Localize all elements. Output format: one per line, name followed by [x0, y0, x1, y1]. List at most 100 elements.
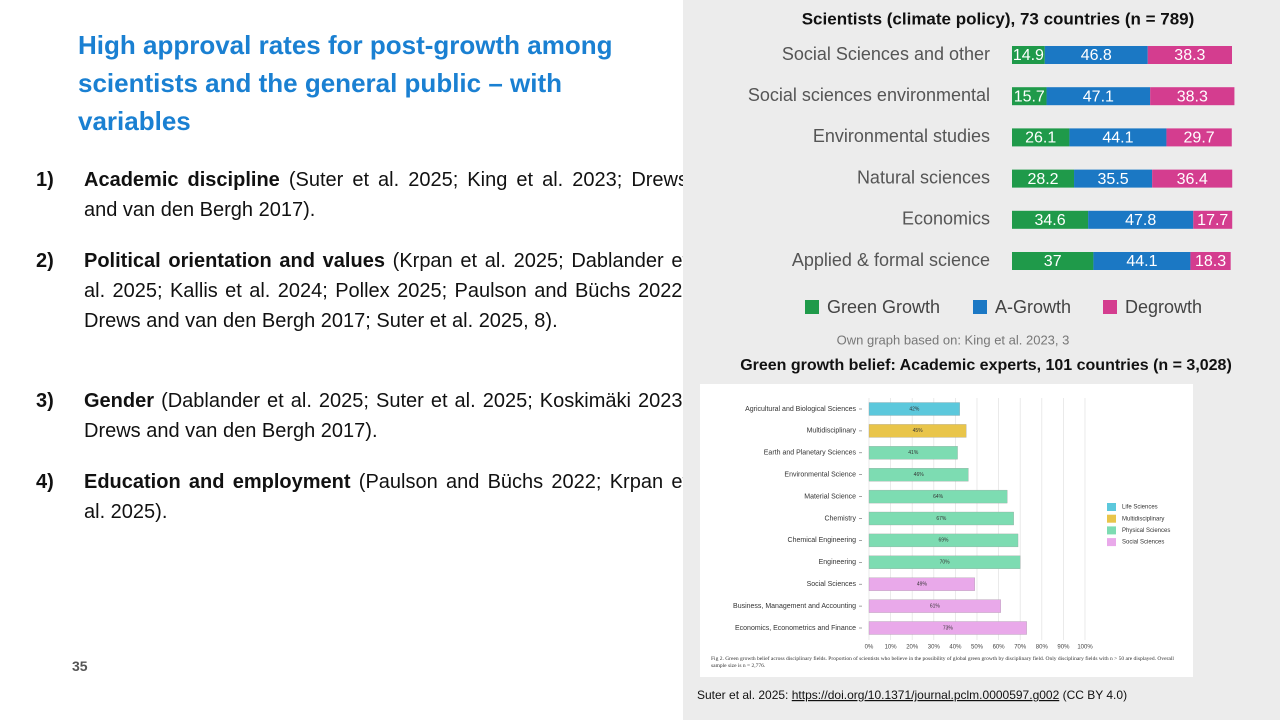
bar-segment [1088, 210, 1194, 229]
bar [868, 511, 1014, 526]
data-label: 69% [939, 538, 950, 544]
bar-segment [1093, 252, 1191, 270]
bar-segment [1044, 46, 1148, 64]
bar [868, 533, 1019, 548]
x-tick-label: 80% [1036, 645, 1049, 651]
bar-segment [1012, 210, 1089, 229]
x-tick-label: 20% [906, 645, 919, 651]
data-label: 41% [908, 450, 919, 456]
bar-segment [1046, 87, 1151, 106]
data-label: 67% [936, 516, 947, 522]
page-number: 35 [72, 658, 88, 674]
x-tick-label: 40% [949, 645, 962, 651]
bar-segment [1147, 46, 1232, 64]
y-tick-label: Business, Management and Accounting [733, 603, 856, 610]
item-references: (Suter et al. 2025; King et al. 2023; Dr… [84, 169, 689, 221]
bar-segment [1012, 169, 1075, 188]
bar [868, 599, 1001, 613]
data-label: 15.7 [1014, 88, 1045, 105]
x-tick-label: 70% [1014, 645, 1027, 651]
x-tick-label: 100% [1077, 645, 1093, 651]
bar-segment [1012, 87, 1047, 106]
y-tick-label: Chemical Engineering [788, 537, 857, 544]
right-panel: Scientists (climate policy), 73 countrie… [683, 0, 1280, 720]
bar-segment [1152, 169, 1233, 188]
y-tick-label: Social Sciences and other [782, 44, 990, 64]
x-tick-label: 50% [971, 645, 984, 651]
data-label: 35.5 [1098, 171, 1129, 188]
source-suffix: (CC BY 4.0) [1059, 688, 1127, 702]
y-tick-label: Agricultural and Biological Sciences [745, 406, 856, 413]
chart-title: Scientists (climate policy), 73 countrie… [802, 9, 1195, 28]
data-label: 49% [917, 582, 928, 588]
data-label: 36.4 [1177, 171, 1208, 188]
figure-caption: Fig 2. Green growth belief across discip… [711, 656, 1174, 669]
list-item: 4) Education and employment (Paulson and … [36, 467, 688, 527]
legend-label: Degrowth [1125, 297, 1202, 317]
figure-source: Suter et al. 2025: https://doi.org/10.13… [697, 688, 1127, 702]
data-label: 46.8 [1081, 47, 1112, 64]
bar-segment [1012, 46, 1045, 64]
data-label: 45% [913, 428, 924, 434]
legend-label: A-Growth [995, 297, 1071, 317]
data-label: 46% [914, 472, 925, 478]
data-label: 14.9 [1013, 47, 1044, 64]
data-label: 44.1 [1102, 130, 1133, 147]
legend-swatch [1107, 538, 1116, 547]
legend-label: Social Sciences [1122, 540, 1164, 546]
data-label: 34.6 [1034, 212, 1065, 229]
legend-label: Multidisciplinary [1122, 516, 1164, 522]
bar [868, 424, 967, 438]
y-tick-label: Environmental Science [784, 472, 856, 479]
y-tick-label: Multidisciplinary [807, 428, 857, 435]
bar [868, 577, 975, 591]
bar [868, 468, 969, 482]
legend-label: Physical Sciences [1122, 528, 1170, 534]
item-references: (Dablander et al. 2025; Suter et al. 202… [84, 390, 688, 442]
source-link[interactable]: https://doi.org/10.1371/journal.pclm.000… [792, 688, 1060, 702]
item-number: 4) [36, 471, 54, 493]
item-number: 1) [36, 169, 54, 191]
list-item: 1) Academic discipline (Suter et al. 2025… [36, 165, 688, 225]
y-tick-label: Economics [902, 209, 990, 229]
caption-text: Fig 2. Green growth belief across discip… [711, 656, 1174, 669]
data-label: 18.3 [1195, 253, 1226, 270]
data-label: 37 [1044, 253, 1062, 270]
bar [868, 489, 1008, 504]
y-tick-label: Earth and Planetary Sciences [764, 450, 857, 457]
data-label: 38.3 [1174, 47, 1205, 64]
legend-swatch [973, 300, 987, 314]
data-label: 17.7 [1197, 212, 1228, 229]
item-body: Political orientation and values (Krpan … [84, 246, 688, 336]
item-body: Gender (Dablander et al. 2025; Suter et … [84, 386, 688, 446]
legend-label: Life Sciences [1122, 505, 1158, 511]
bar-segment [1069, 128, 1167, 147]
bar [868, 621, 1027, 635]
legend-swatch [805, 300, 819, 314]
list-item: 3) Gender (Dablander et al. 2025; Suter e… [36, 386, 688, 446]
bar [868, 402, 960, 416]
data-label: 44.1 [1126, 253, 1157, 270]
bar [868, 555, 1021, 569]
y-tick-label: Applied & formal science [792, 250, 990, 270]
bar-segment [1193, 210, 1233, 229]
item-keyword: Education and employment [84, 471, 351, 493]
y-tick-label: Material Science [804, 493, 856, 500]
data-label: 38.3 [1177, 88, 1208, 105]
source-prefix: Suter et al. 2025: [697, 688, 792, 702]
data-label: 28.2 [1027, 171, 1058, 188]
bar-segment [1166, 128, 1232, 147]
legend-swatch [1107, 514, 1116, 523]
legend-swatch [1107, 526, 1116, 535]
legend-swatch [1107, 503, 1116, 511]
data-label: 64% [933, 494, 944, 500]
item-references: (Paulson and Büchs 2022; Krpan et al. 20… [84, 471, 688, 523]
list-item: 2) Political orientation and values (Krpa… [36, 246, 688, 336]
x-tick-label: 60% [993, 645, 1006, 651]
bar-segment [1190, 252, 1231, 270]
data-label: 26.1 [1025, 130, 1056, 147]
item-references: (Krpan et al. 2025; Dablander et al. 202… [84, 250, 689, 332]
data-label: 47.1 [1083, 88, 1114, 105]
item-keyword: Gender [84, 390, 155, 412]
